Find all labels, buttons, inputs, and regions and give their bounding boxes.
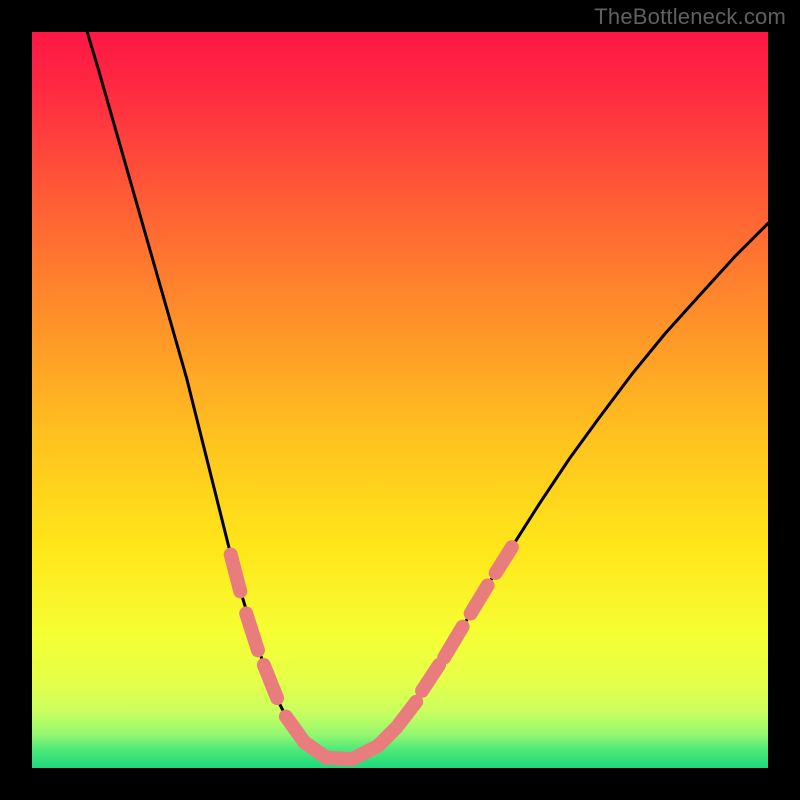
- chart-frame: TheBottleneck.com: [0, 0, 800, 800]
- pink-highlight-segment: [496, 547, 512, 573]
- pink-highlight-segment: [378, 728, 396, 746]
- pink-highlight-segment: [471, 585, 488, 613]
- curve-layer: [32, 32, 768, 768]
- watermark-text: TheBottleneck.com: [594, 4, 786, 30]
- bottleneck-curve: [87, 32, 768, 761]
- pink-highlight-segment: [422, 665, 439, 691]
- pink-highlight-segment: [264, 665, 277, 698]
- pink-highlight-segment: [444, 627, 462, 658]
- pink-highlight-segment: [231, 555, 241, 592]
- plot-area: [32, 32, 768, 768]
- pink-highlight-segment: [246, 613, 258, 650]
- pink-highlight-segment: [399, 702, 416, 724]
